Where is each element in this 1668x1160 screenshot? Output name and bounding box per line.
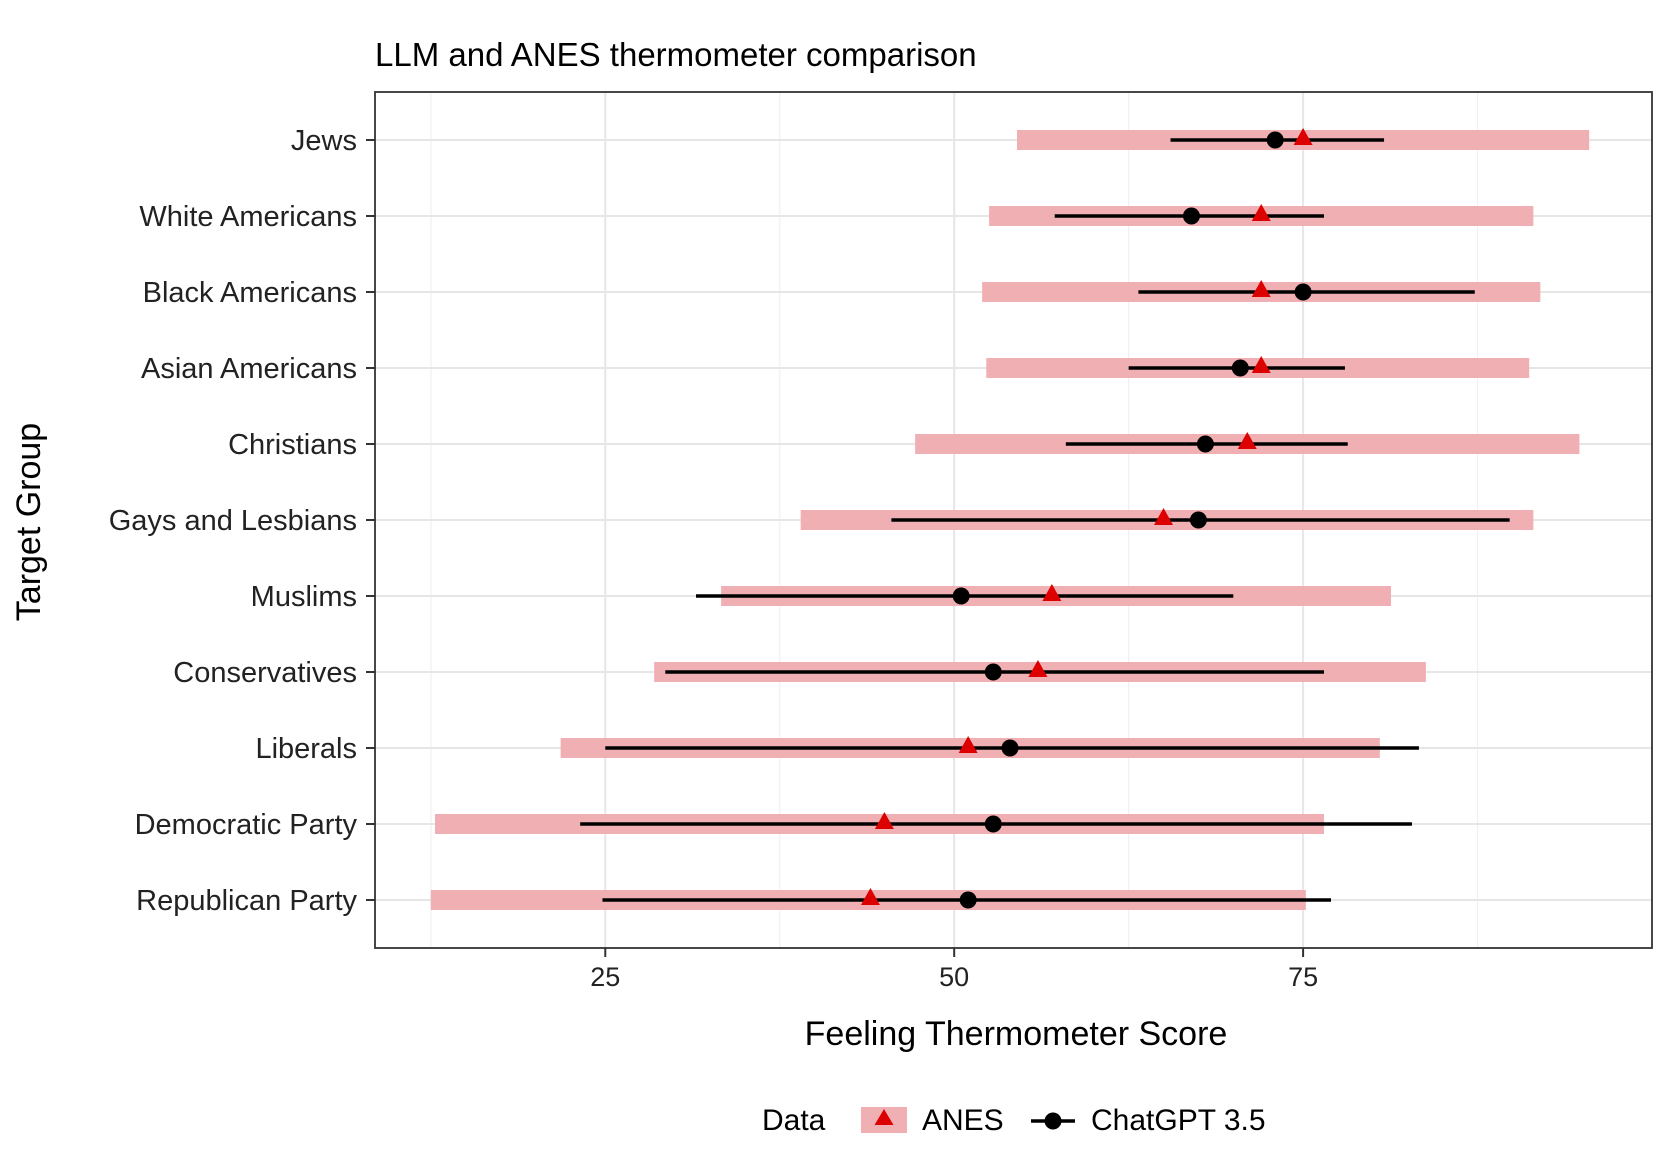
y-tick-label: Black Americans <box>143 277 357 309</box>
legend-chatgpt-label: ChatGPT 3.5 <box>1091 1104 1266 1137</box>
x-tick-label: 50 <box>939 962 969 992</box>
chatgpt-point <box>1183 208 1200 225</box>
chatgpt-point <box>1002 740 1019 757</box>
x-axis-title: Feeling Thermometer Score <box>805 1015 1228 1053</box>
y-tick-label: Muslims <box>251 581 357 613</box>
chatgpt-point <box>1295 284 1312 301</box>
y-tick-label: Jews <box>291 125 357 157</box>
chatgpt-point <box>1232 360 1249 377</box>
chatgpt-point <box>985 816 1002 833</box>
legend-anes-label: ANES <box>922 1104 1004 1137</box>
chatgpt-point <box>1190 512 1207 529</box>
y-tick-label: Republican Party <box>136 885 357 917</box>
chart-title: LLM and ANES thermometer comparison <box>375 36 977 73</box>
y-tick-label: Democratic Party <box>135 809 358 841</box>
chatgpt-point <box>953 588 970 605</box>
chatgpt-point <box>1197 436 1214 453</box>
chatgpt-point <box>985 664 1002 681</box>
y-tick-label: Gays and Lesbians <box>109 505 357 537</box>
chatgpt-point <box>960 892 977 909</box>
y-tick-label: White Americans <box>139 201 357 233</box>
plot-area: Jews White Americans Black Americans Asian … <box>109 92 1652 992</box>
y-tick-label: Conservatives <box>173 657 357 689</box>
legend-chatgpt-circle-icon <box>1045 1113 1062 1130</box>
legend: Data ANES ChatGPT 3.5 <box>762 1104 1266 1137</box>
y-tick-label: Christians <box>228 429 357 461</box>
x-tick-label: 25 <box>590 962 620 992</box>
y-tick-label: Liberals <box>255 733 357 765</box>
y-tick-label: Asian Americans <box>141 353 357 385</box>
legend-title: Data <box>762 1104 826 1137</box>
x-tick-label: 75 <box>1288 962 1318 992</box>
y-axis-title: Target Group <box>10 423 48 621</box>
chatgpt-point <box>1267 132 1284 149</box>
